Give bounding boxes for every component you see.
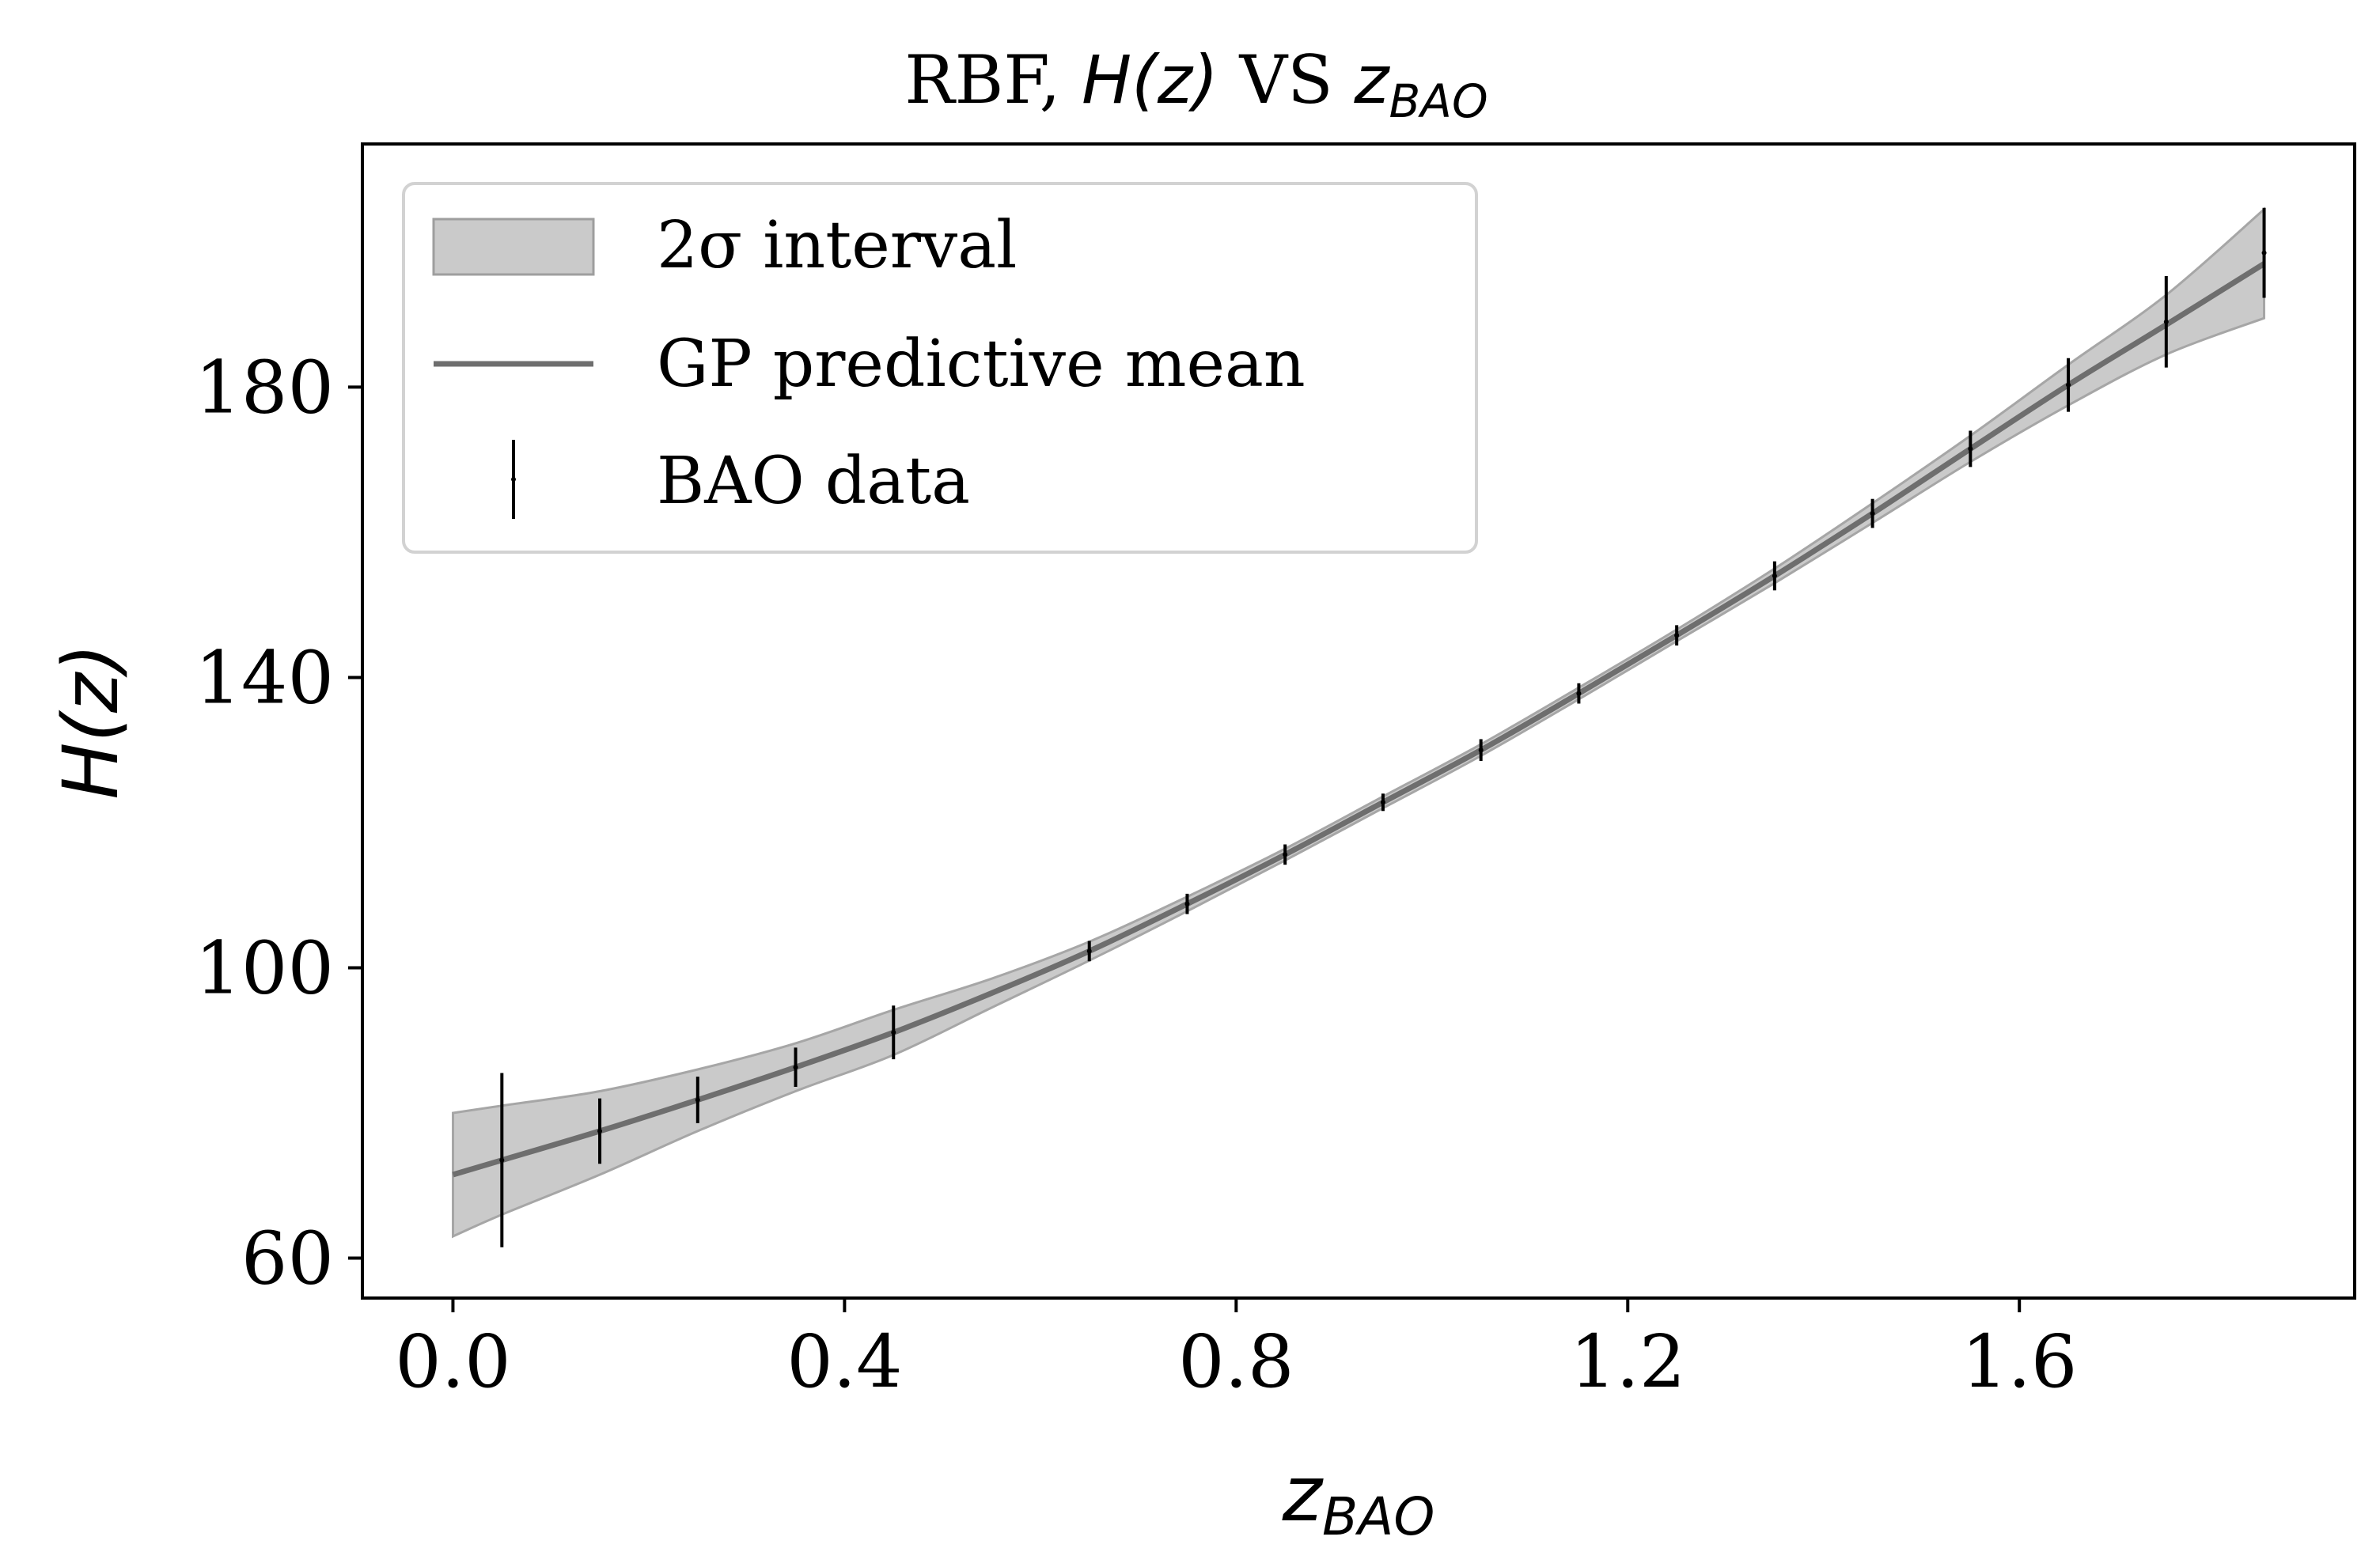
legend-label-errorbar: BAO data [657, 444, 970, 519]
bao-data-point [499, 1073, 505, 1247]
legend-band-swatch [432, 218, 595, 276]
legend-label-line: GP predictive mean [657, 327, 1306, 402]
y-axis-ticks: 60 100 140 180 [195, 345, 362, 1301]
data-marker [1283, 852, 1288, 857]
data-marker [891, 1030, 896, 1035]
legend-box [402, 182, 1478, 554]
bao-data-point [1674, 625, 1680, 646]
data-marker [1478, 748, 1484, 753]
y-tick-label: 100 [195, 925, 334, 1010]
bao-data-point [1968, 430, 1973, 467]
data-marker [1968, 446, 1973, 452]
y-tick-label: 60 [241, 1217, 334, 1301]
bao-data-point [2163, 276, 2169, 368]
bao-data-point [2066, 358, 2071, 412]
bao-data-point [1283, 844, 1288, 865]
chart-title: RBF, H(z) VS zBAO [904, 41, 1488, 128]
x-tick-label: 0.8 [1178, 1319, 1294, 1404]
data-marker [1576, 691, 1582, 696]
data-marker [2066, 382, 2071, 388]
data-marker [2163, 319, 2169, 324]
data-marker [1674, 633, 1680, 638]
bao-data-point [891, 1005, 896, 1060]
bao-data-point [1772, 561, 1777, 591]
data-marker [2261, 250, 2267, 255]
y-tick-label: 140 [195, 635, 334, 720]
data-marker [1086, 948, 1092, 954]
x-tick-label: 1.2 [1570, 1319, 1685, 1404]
legend-label-band: 2σ interval [657, 208, 1017, 283]
errorbar-layer [499, 207, 2267, 1247]
data-marker [597, 1128, 603, 1134]
data-marker [499, 1157, 505, 1163]
bao-data-point [597, 1098, 603, 1164]
bao-data-point [1478, 739, 1484, 761]
data-marker [1380, 800, 1385, 805]
bao-data-point [1576, 683, 1582, 704]
bao-data-point [1086, 941, 1092, 962]
x-tick-label: 0.0 [395, 1319, 510, 1404]
data-marker [1184, 901, 1190, 907]
y-axis-label: H(z) [47, 643, 135, 799]
x-axis-label: zBAO [1282, 1450, 1435, 1547]
bao-data-point [1184, 893, 1190, 914]
x-tick-label: 1.6 [1961, 1319, 2077, 1404]
bao-data-point [1870, 498, 1875, 528]
x-tick-label: 0.4 [786, 1319, 902, 1404]
bao-data-point [695, 1077, 700, 1123]
bao-data-point [2261, 207, 2267, 298]
legend: 2σ interval GP predictive mean BAO data [402, 182, 1478, 554]
data-marker [793, 1065, 798, 1070]
bao-data-point [793, 1047, 798, 1087]
plot-frame [361, 142, 2356, 1300]
data-marker [1772, 573, 1777, 578]
y-tick-label: 180 [195, 345, 334, 430]
data-marker [1870, 511, 1875, 517]
data-marker [695, 1097, 700, 1103]
legend-errorbar-marker [511, 477, 516, 482]
bao-data-point [1380, 793, 1385, 812]
x-axis-ticks: 0.0 0.4 0.8 1.2 1.6 [395, 1298, 2077, 1404]
